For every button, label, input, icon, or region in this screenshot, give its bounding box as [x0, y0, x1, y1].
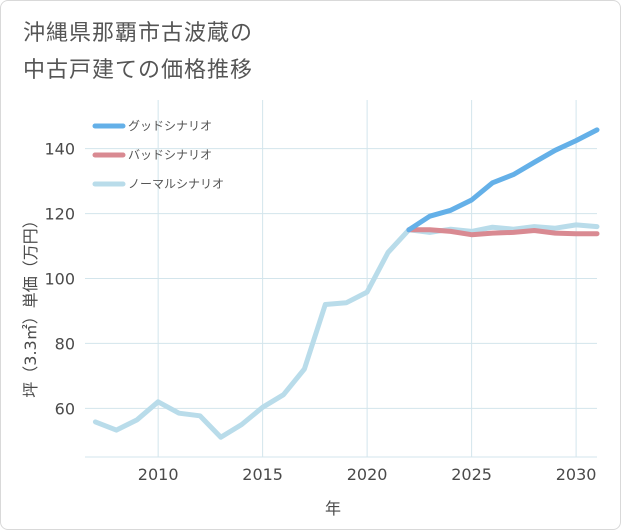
x-tick-label: 2025 [451, 465, 492, 484]
y-axis-label: 坪（3.3㎡）単価（万円） [21, 212, 40, 397]
chart-title-line1: 沖縄県那覇市古波蔵の [23, 21, 254, 46]
x-axis-label: 年 [325, 499, 341, 518]
normal-scenario-line [92, 222, 600, 440]
series-layer [92, 127, 600, 440]
bad-scenario-line [406, 227, 600, 238]
legend-label: グッドシナリオ [128, 119, 212, 133]
legend-item-bad[interactable]: バッドシナリオ [92, 148, 212, 162]
chart-title-line2: 中古戸建ての価格推移 [23, 58, 254, 83]
x-tick-label: 2010 [138, 465, 179, 484]
y-tick-label: 80 [55, 334, 75, 353]
ticks: 2010 2015 2020 2025 2030 60 80 100 120 140 [44, 140, 596, 484]
x-tick-label: 2020 [347, 465, 388, 484]
x-tick-label: 2030 [556, 465, 597, 484]
y-tick-label: 60 [55, 399, 75, 418]
legend-label: ノーマルシナリオ [128, 177, 224, 191]
legend-item-normal[interactable]: ノーマルシナリオ [92, 177, 224, 191]
legend-label: バッドシナリオ [128, 148, 212, 162]
chart-title: 沖縄県那覇市古波蔵の 中古戸建ての価格推移 [23, 15, 253, 89]
y-tick-label: 120 [44, 205, 75, 224]
good-scenario-line [406, 127, 600, 233]
y-tick-label: 100 [44, 270, 75, 289]
x-tick-label: 2015 [242, 465, 283, 484]
y-tick-label: 140 [44, 140, 75, 159]
legend-item-good[interactable]: グッドシナリオ [92, 119, 212, 133]
